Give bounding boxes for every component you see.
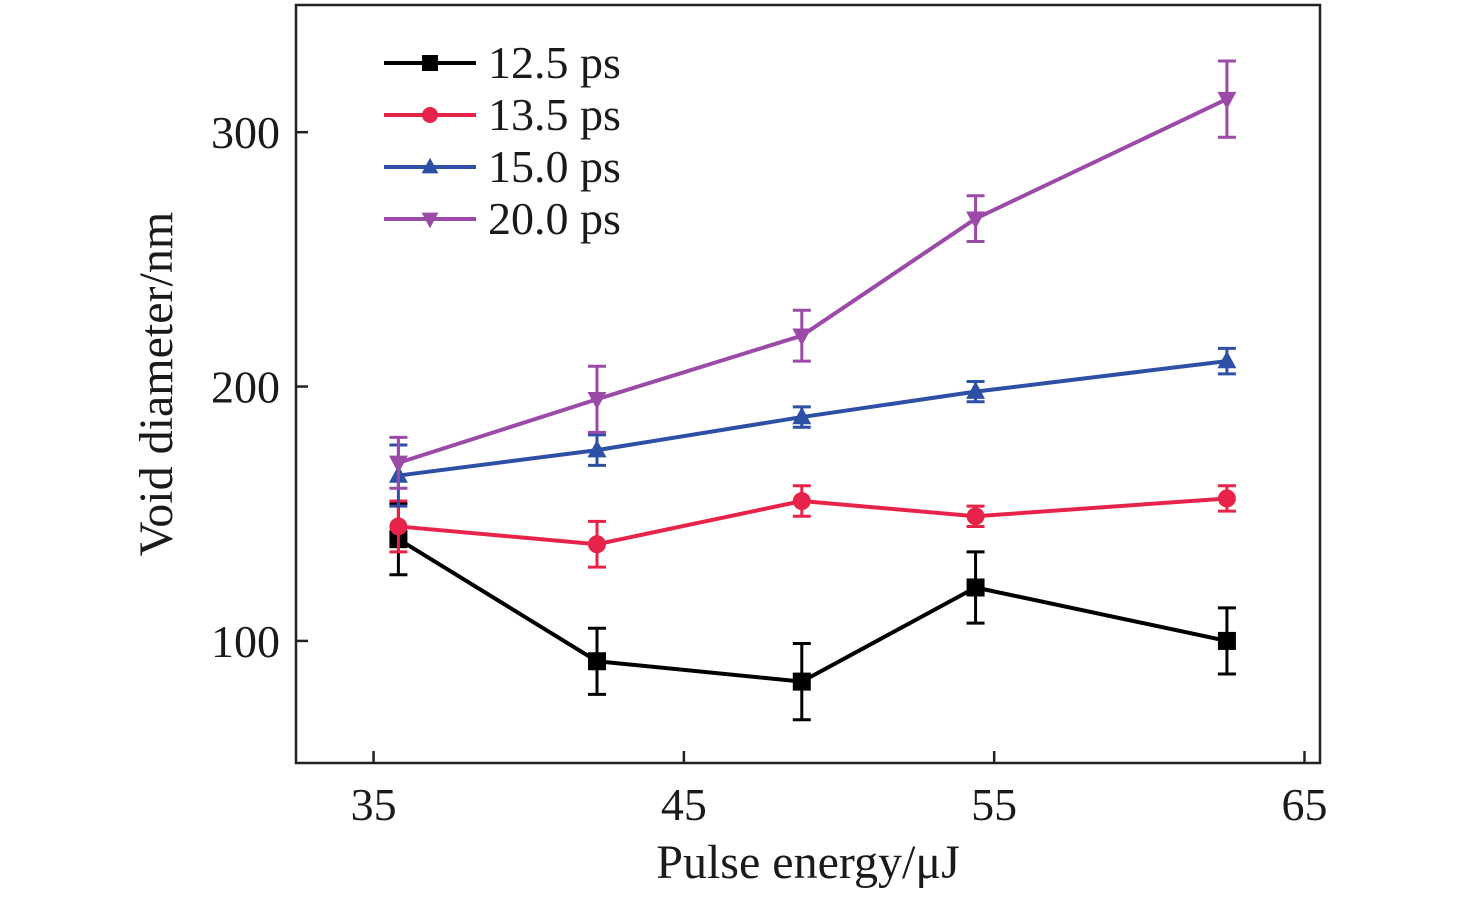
legend-label: 13.5 ps: [488, 89, 621, 140]
y-tick-label: 200: [211, 362, 280, 413]
x-tick-label: 45: [661, 779, 707, 830]
legend-label: 15.0 ps: [488, 141, 621, 192]
series-20-0-ps: [388, 59, 1237, 490]
data-point-marker: [966, 578, 985, 597]
series-line: [398, 496, 1228, 547]
legend-label: 20.0 ps: [488, 193, 621, 244]
data-point-marker: [587, 439, 607, 458]
y-axis-title: Void diameter/nm: [130, 212, 183, 556]
x-axis-title: Pulse energy/μJ: [656, 836, 960, 889]
data-point-marker: [421, 212, 439, 229]
data-point-marker: [966, 507, 985, 526]
data-point-marker: [389, 517, 408, 536]
data-point-marker: [587, 535, 606, 554]
series-layer: [388, 59, 1237, 722]
data-point-marker: [966, 211, 986, 230]
x-tick-label: 65: [1281, 779, 1327, 830]
data-point-marker: [422, 55, 438, 71]
series-13-5-ps: [389, 484, 1236, 569]
x-tick-label: 35: [351, 779, 397, 830]
series-line: [397, 537, 1228, 684]
series-line: [398, 359, 1228, 478]
data-point-marker: [792, 492, 811, 511]
data-point-marker: [1217, 489, 1236, 508]
x-axis-ticks: 35 45 55 65: [351, 751, 1327, 830]
plot-frame: [294, 3, 1322, 765]
data-point-marker: [1217, 350, 1237, 369]
data-point-marker: [587, 392, 607, 410]
legend-label: 12.5 ps: [488, 37, 621, 88]
data-point-marker: [422, 107, 438, 123]
y-tick-label: 300: [211, 107, 280, 158]
series-12-5-ps: [389, 502, 1236, 722]
data-point-marker: [587, 652, 606, 671]
data-point-marker: [1217, 91, 1237, 110]
x-tick-label: 55: [971, 779, 1017, 830]
data-point-marker: [421, 157, 439, 174]
y-axis-ticks: 100 200 300: [211, 107, 308, 667]
data-point-marker: [966, 381, 986, 399]
data-point-marker: [792, 328, 812, 347]
data-point-marker: [388, 455, 408, 474]
data-point-marker: [1217, 631, 1236, 650]
data-point-marker: [792, 406, 812, 425]
data-point-marker: [792, 672, 811, 691]
y-tick-label: 100: [211, 616, 280, 667]
